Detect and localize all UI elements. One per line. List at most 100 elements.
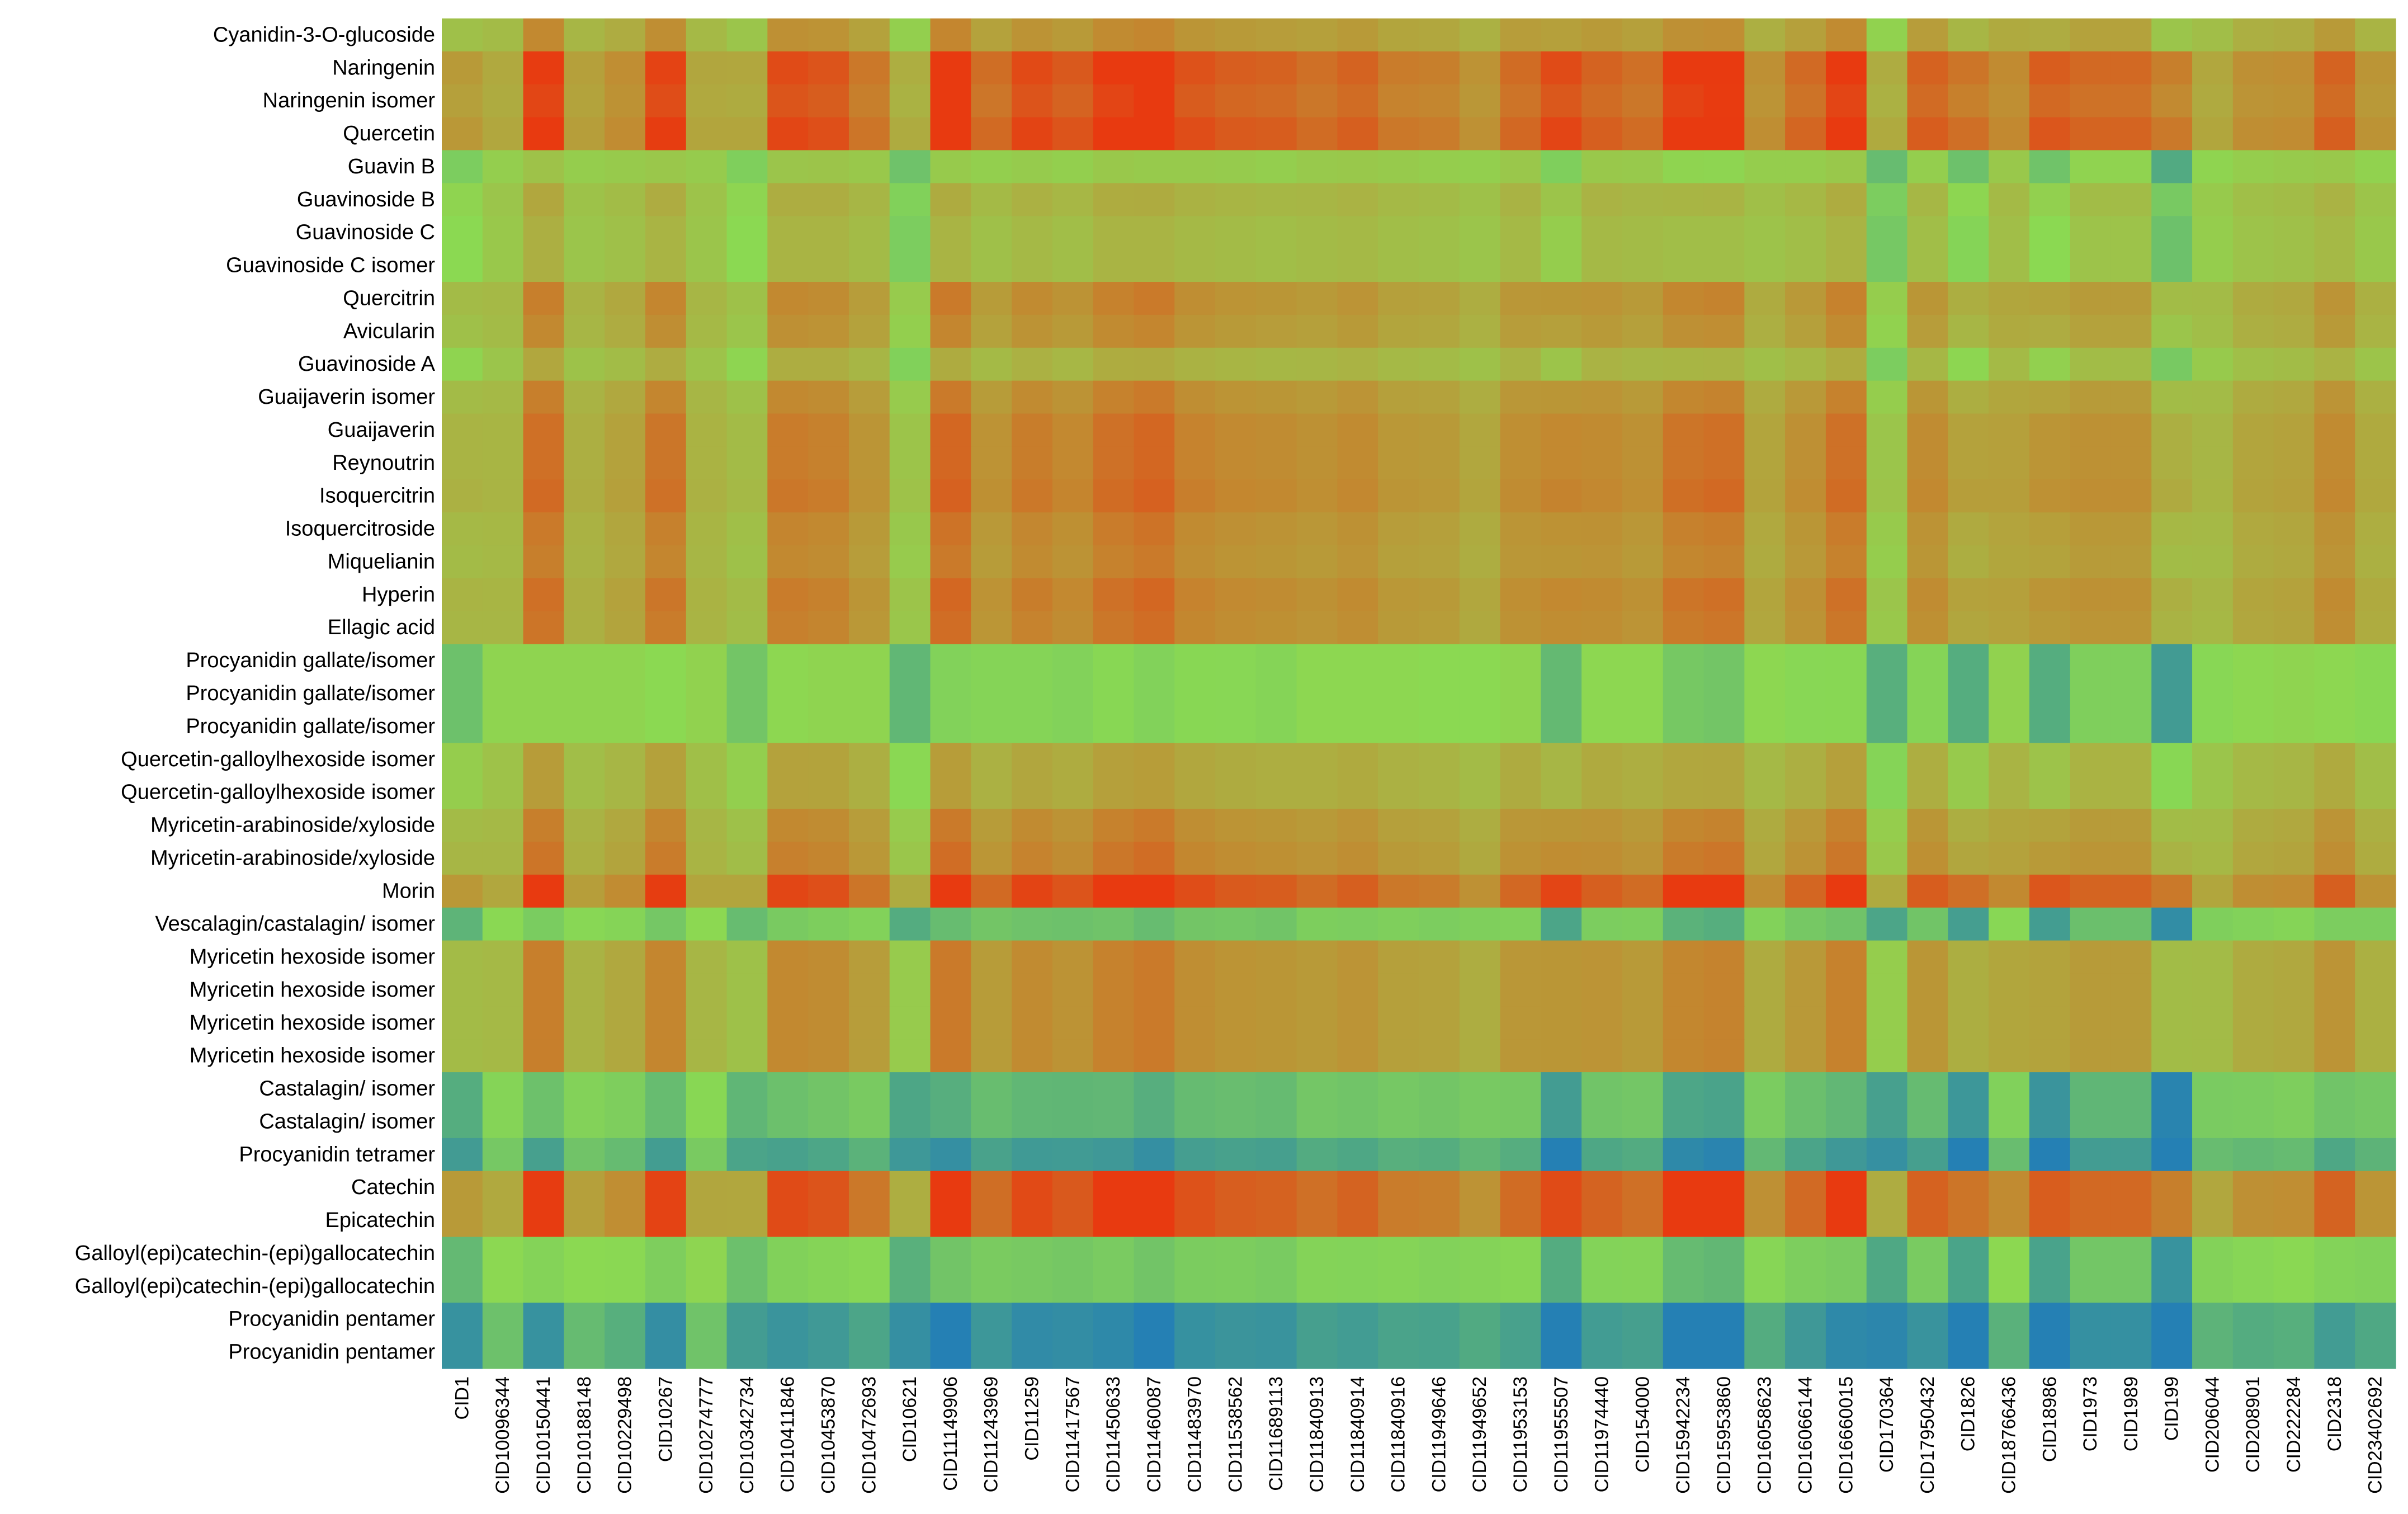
heatmap-cell (686, 710, 728, 743)
heatmap-cell (930, 479, 971, 513)
heatmap-cell (2232, 1237, 2274, 1270)
heatmap-cell (930, 84, 971, 118)
heatmap-cell (482, 578, 524, 612)
heatmap-cell (1703, 874, 1745, 908)
heatmap-cell (1255, 512, 1297, 546)
heatmap-cell (1948, 84, 1989, 118)
heatmap-cell (2232, 1039, 2274, 1073)
heatmap-cell (2355, 841, 2396, 875)
heatmap-cell (808, 1105, 849, 1139)
heatmap-cell (2151, 183, 2193, 216)
row-label: Quercetin (343, 122, 435, 145)
heatmap-cell (1785, 1303, 1826, 1336)
heatmap-cell (1296, 545, 1338, 579)
heatmap-cell (605, 413, 646, 447)
heatmap-cell (686, 1006, 728, 1040)
heatmap-cell (2273, 314, 2315, 348)
heatmap-cell (1989, 710, 2030, 743)
heatmap-cell (848, 51, 890, 85)
heatmap-cell (1703, 84, 1745, 118)
heatmap-cell (564, 282, 605, 315)
heatmap-cell (1134, 150, 1175, 183)
heatmap-cell (848, 1336, 890, 1369)
heatmap-cell (1907, 216, 1948, 249)
heatmap-cell (686, 314, 728, 348)
heatmap-cell (2314, 1270, 2355, 1303)
heatmap-cell (2151, 479, 2193, 513)
heatmap-cell (767, 973, 809, 1007)
heatmap-cell (808, 18, 849, 52)
heatmap-cell (1296, 347, 1338, 381)
heatmap-cell (2070, 446, 2112, 480)
heatmap-cell (1541, 216, 1582, 249)
heatmap-cell (2151, 874, 2193, 908)
heatmap-cell (1093, 809, 1135, 842)
heatmap-cell (2232, 150, 2274, 183)
heatmap-cell (1581, 380, 1623, 414)
heatmap-cell (808, 1039, 849, 1073)
heatmap-cell (1500, 249, 1541, 282)
heatmap-cell (1500, 973, 1541, 1007)
heatmap-cell (2110, 1072, 2152, 1106)
heatmap-cell (848, 907, 890, 941)
heatmap-cell (1012, 973, 1053, 1007)
heatmap-cell (1907, 150, 1948, 183)
heatmap-cell (1296, 1336, 1338, 1369)
heatmap-cell (645, 545, 687, 579)
heatmap-cell (1866, 1138, 1908, 1172)
heatmap-cell (482, 150, 524, 183)
heatmap-cell (1948, 314, 1989, 348)
heatmap-cell (523, 907, 564, 941)
heatmap-cell (1541, 314, 1582, 348)
heatmap-cell (767, 809, 809, 842)
heatmap-cell (726, 183, 768, 216)
heatmap-cell (1459, 413, 1501, 447)
heatmap-cell (1419, 644, 1460, 678)
heatmap-cell (1419, 907, 1460, 941)
heatmap-cell (1663, 282, 1705, 315)
heatmap-cell (2273, 282, 2315, 315)
heatmap-cell (2314, 545, 2355, 579)
heatmap-cell (1134, 51, 1175, 85)
heatmap-cell (1866, 18, 1908, 52)
heatmap-cell (726, 874, 768, 908)
heatmap-cell (523, 545, 564, 579)
heatmap-cell (1622, 51, 1664, 85)
heatmap-cell (2192, 940, 2234, 974)
heatmap-cell (1866, 347, 1908, 381)
heatmap-cell (726, 973, 768, 1007)
heatmap-cell (523, 183, 564, 216)
heatmap-cell (2029, 249, 2071, 282)
heatmap-cell (1866, 1270, 1908, 1303)
heatmap-cell (848, 973, 890, 1007)
heatmap-cell (442, 249, 483, 282)
heatmap-cell (1663, 743, 1705, 776)
heatmap-cell (1500, 512, 1541, 546)
heatmap-cell (1093, 644, 1135, 678)
heatmap-cell (1703, 776, 1745, 809)
heatmap-cell (1989, 1171, 2030, 1205)
heatmap-cell (645, 1303, 687, 1336)
heatmap-cell (1622, 1270, 1664, 1303)
heatmap-cell (2273, 940, 2315, 974)
heatmap-cell (2355, 380, 2396, 414)
heatmap-cell (2273, 578, 2315, 612)
heatmap-cell (1622, 249, 1664, 282)
heatmap-cell (808, 1270, 849, 1303)
heatmap-cell (482, 347, 524, 381)
heatmap-cell (1337, 18, 1378, 52)
heatmap-cell (1907, 314, 1948, 348)
heatmap-cell (2355, 446, 2396, 480)
heatmap-cell (1052, 18, 1094, 52)
heatmap-cell (1866, 611, 1908, 645)
heatmap-cell (1825, 1039, 1867, 1073)
heatmap-cell (767, 380, 809, 414)
heatmap-cell (1378, 973, 1419, 1007)
heatmap-cell (1744, 611, 1786, 645)
heatmap-cell (889, 743, 931, 776)
heatmap-cell (930, 51, 971, 85)
heatmap-cell (1581, 479, 1623, 513)
heatmap-cell (767, 776, 809, 809)
heatmap-cell (482, 743, 524, 776)
heatmap-cell (2070, 380, 2112, 414)
